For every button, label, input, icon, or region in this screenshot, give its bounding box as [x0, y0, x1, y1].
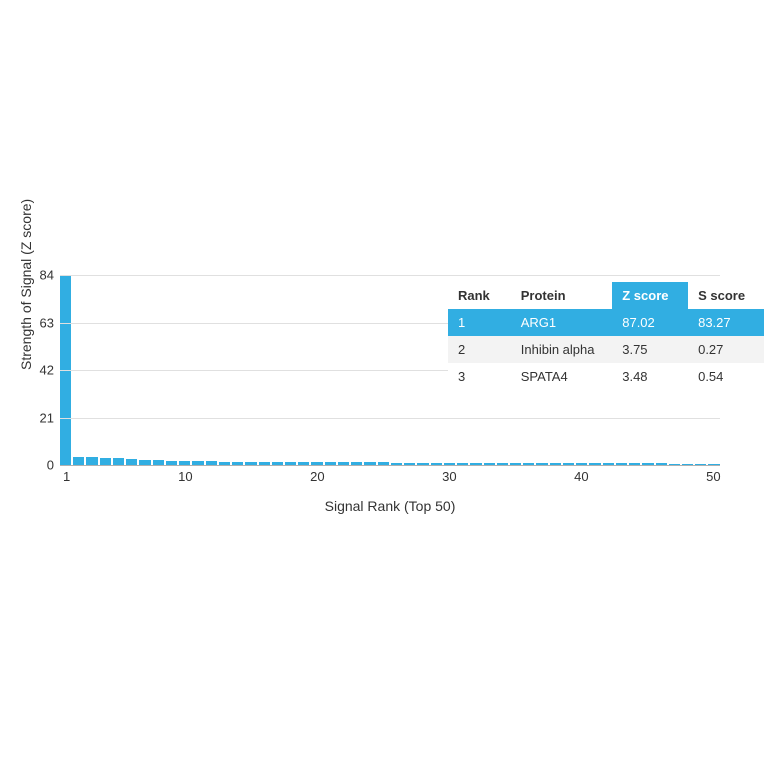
bar — [669, 464, 680, 465]
table-header-cell: Protein — [511, 282, 612, 309]
results-table-container: RankProteinZ scoreS score1ARG187.0283.27… — [448, 282, 764, 390]
bar — [113, 458, 124, 465]
bar — [629, 463, 640, 465]
gridline — [60, 418, 720, 419]
results-table: RankProteinZ scoreS score1ARG187.0283.27… — [448, 282, 764, 390]
bar — [206, 461, 217, 465]
x-tick-label: 10 — [178, 465, 192, 484]
bar — [272, 462, 283, 465]
table-cell: 1 — [448, 309, 511, 336]
table-header-row: RankProteinZ scoreS score — [448, 282, 764, 309]
x-tick-label: 50 — [706, 465, 720, 484]
bar — [656, 463, 667, 465]
bar — [484, 463, 495, 465]
table-header-cell: S score — [688, 282, 764, 309]
y-tick-label: 21 — [40, 410, 60, 425]
bar — [351, 462, 362, 465]
bar — [682, 464, 693, 465]
x-axis-label: Signal Rank (Top 50) — [60, 498, 720, 514]
bar — [298, 462, 309, 465]
table-cell: 87.02 — [612, 309, 688, 336]
bar — [431, 463, 442, 465]
bar — [219, 462, 230, 466]
bar — [73, 457, 84, 465]
y-tick-label: 0 — [47, 458, 60, 473]
table-cell: ARG1 — [511, 309, 612, 336]
table-header-cell: Rank — [448, 282, 511, 309]
gridline — [60, 275, 720, 276]
x-tick-label: 40 — [574, 465, 588, 484]
table-cell: 2 — [448, 336, 511, 363]
bar — [695, 464, 706, 465]
table-cell: 3.48 — [612, 363, 688, 390]
y-tick-label: 63 — [40, 315, 60, 330]
bar — [589, 463, 600, 465]
bar — [523, 463, 534, 465]
bar — [232, 462, 243, 465]
bar — [166, 461, 177, 465]
bar — [497, 463, 508, 465]
table-header-cell: Z score — [612, 282, 688, 309]
bar — [153, 460, 164, 465]
bar — [536, 463, 547, 465]
bar — [378, 462, 389, 465]
bar — [338, 462, 349, 465]
bar — [616, 463, 627, 465]
table-cell: Inhibin alpha — [511, 336, 612, 363]
y-tick-label: 84 — [40, 268, 60, 283]
bar — [510, 463, 521, 465]
bar — [642, 463, 653, 465]
bar — [86, 457, 97, 465]
bar — [100, 458, 111, 465]
bar — [550, 463, 561, 465]
bar — [470, 463, 481, 465]
bar — [417, 463, 428, 465]
table-cell: 3.75 — [612, 336, 688, 363]
bar — [285, 462, 296, 465]
y-tick-label: 42 — [40, 363, 60, 378]
table-cell: SPATA4 — [511, 363, 612, 390]
bar — [563, 463, 574, 465]
bar — [603, 463, 614, 465]
table-cell: 0.54 — [688, 363, 764, 390]
bar — [192, 461, 203, 465]
bar — [457, 463, 468, 465]
bar — [139, 460, 150, 465]
bar — [259, 462, 270, 465]
table-row: 3SPATA43.480.54 — [448, 363, 764, 390]
x-tick-label: 30 — [442, 465, 456, 484]
bar — [126, 459, 137, 465]
table-cell: 0.27 — [688, 336, 764, 363]
table-cell: 3 — [448, 363, 511, 390]
bar — [404, 463, 415, 465]
table-row: 2Inhibin alpha3.750.27 — [448, 336, 764, 363]
table-row: 1ARG187.0283.27 — [448, 309, 764, 336]
bar — [325, 462, 336, 465]
page: Strength of Signal (Z score) 02142638411… — [0, 0, 764, 764]
bar — [364, 462, 375, 465]
x-tick-label: 1 — [63, 465, 70, 484]
x-tick-label: 20 — [310, 465, 324, 484]
y-axis-label: Strength of Signal (Z score) — [18, 199, 34, 370]
table-cell: 83.27 — [688, 309, 764, 336]
bar — [245, 462, 256, 465]
bar — [391, 463, 402, 465]
